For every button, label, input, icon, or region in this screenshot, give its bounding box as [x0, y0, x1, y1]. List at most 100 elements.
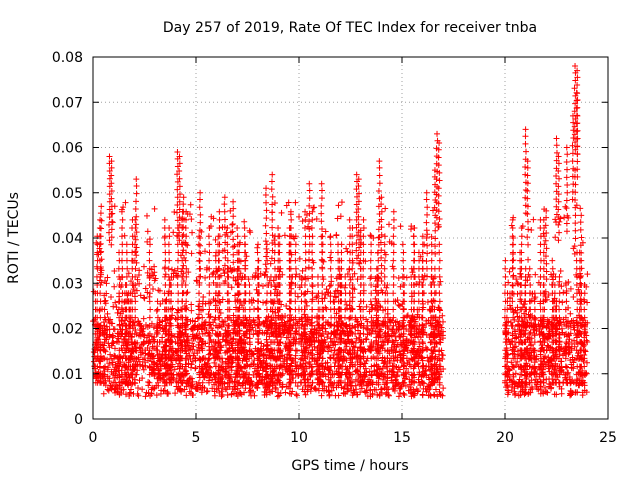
data-point [333, 384, 340, 391]
data-point [343, 245, 350, 252]
data-point [183, 370, 190, 377]
data-point [188, 361, 195, 368]
data-point [168, 266, 175, 273]
data-point [327, 265, 334, 272]
data-point [162, 271, 169, 278]
data-point [570, 293, 577, 300]
data-point [255, 306, 262, 313]
data-point [111, 283, 118, 290]
data-point [220, 267, 227, 274]
data-point [202, 274, 209, 281]
data-point [206, 347, 213, 354]
data-point [140, 341, 147, 348]
data-point [440, 385, 447, 392]
data-point [439, 352, 446, 359]
data-point [312, 386, 319, 393]
data-point [309, 265, 316, 272]
data-point [411, 241, 418, 248]
data-point [333, 232, 340, 239]
data-point [283, 303, 290, 310]
data-point [174, 309, 181, 316]
data-point [116, 290, 123, 297]
data-point [532, 271, 539, 278]
data-point [360, 216, 367, 223]
data-point [161, 265, 168, 272]
data-point [110, 379, 117, 386]
data-point [400, 390, 407, 397]
data-point [173, 383, 180, 390]
data-point [272, 241, 279, 248]
data-point [151, 205, 158, 212]
data-point [223, 367, 230, 374]
data-point [423, 388, 430, 395]
data-point [153, 392, 160, 399]
data-point [577, 205, 584, 212]
data-point [136, 329, 143, 336]
data-point [400, 273, 407, 280]
data-point [424, 346, 431, 353]
data-point [281, 232, 288, 239]
data-point [428, 257, 435, 264]
data-point [114, 309, 121, 316]
data-point [255, 257, 262, 264]
data-point [123, 249, 130, 256]
data-point [217, 310, 224, 317]
data-point [381, 273, 388, 280]
data-point [195, 314, 202, 321]
data-point [351, 286, 358, 293]
data-point [314, 318, 321, 325]
data-point [300, 325, 307, 332]
data-point [142, 321, 149, 328]
data-point [400, 257, 407, 264]
data-point [417, 253, 424, 260]
data-point [277, 265, 284, 272]
data-point [116, 257, 123, 264]
data-point [373, 386, 380, 393]
data-point [356, 303, 363, 310]
data-point [206, 314, 213, 321]
data-point [90, 288, 97, 295]
data-point [144, 228, 151, 235]
data-point [368, 273, 375, 280]
data-point [224, 391, 231, 398]
data-point [376, 303, 383, 310]
data-point [302, 391, 309, 398]
data-point [254, 290, 261, 297]
data-point [309, 282, 316, 289]
data-point [185, 269, 192, 276]
data-point [428, 290, 435, 297]
data-point [400, 249, 407, 256]
data-point [129, 249, 136, 256]
data-point [93, 239, 100, 246]
data-point [190, 343, 197, 350]
data-point [206, 257, 213, 264]
data-point [324, 343, 331, 350]
data-point [324, 334, 331, 341]
data-point [128, 371, 135, 378]
data-point [390, 233, 397, 240]
data-point [206, 241, 213, 248]
data-point [242, 265, 249, 272]
data-point [367, 257, 374, 264]
data-point [104, 274, 111, 281]
data-point [194, 315, 201, 322]
data-point [319, 257, 326, 264]
data-point [141, 295, 148, 302]
data-point [263, 381, 270, 388]
data-point [311, 204, 318, 211]
data-point [255, 282, 262, 289]
data-point [254, 249, 261, 256]
data-point [240, 344, 247, 351]
data-point [188, 301, 195, 308]
data-point [241, 225, 248, 232]
data-point [428, 298, 435, 305]
data-point [406, 376, 413, 383]
data-point [302, 257, 309, 264]
data-point [333, 310, 340, 317]
data-point [348, 329, 355, 336]
data-point [140, 315, 147, 322]
data-point [302, 216, 309, 223]
data-point [299, 364, 306, 371]
data-point [118, 387, 125, 394]
